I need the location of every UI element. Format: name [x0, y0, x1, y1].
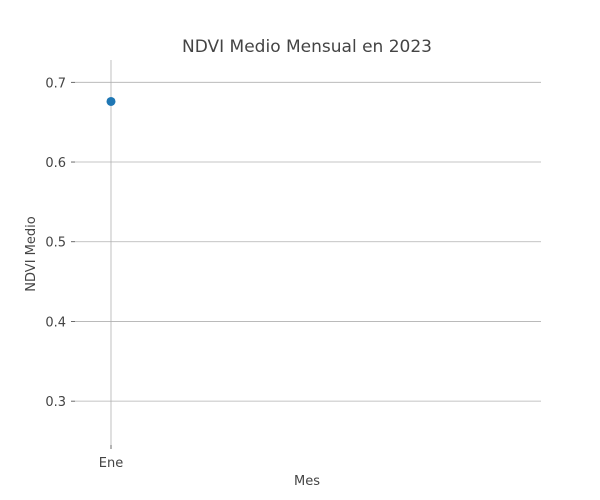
data-point [106, 96, 116, 106]
grid-layer [75, 60, 541, 445]
y-tick-label: 0.7 [45, 76, 66, 91]
y-tick-label: 0.6 [45, 156, 66, 171]
chart-title: NDVI Medio Mensual en 2023 [182, 37, 432, 57]
x-tick-label: Ene [99, 456, 123, 471]
x-axis-label: Mes [294, 474, 320, 489]
y-tick-label: 0.4 [45, 315, 66, 330]
data-points [106, 96, 116, 106]
y-tick-label: 0.5 [45, 236, 66, 251]
axis-layer [71, 81, 112, 449]
x-tick-labels: Ene [99, 456, 123, 471]
y-tick-labels: 0.3 0.4 0.5 0.6 0.7 [45, 76, 66, 410]
y-tick-label: 0.3 [45, 395, 66, 410]
y-axis-label: NDVI Medio [24, 216, 39, 291]
